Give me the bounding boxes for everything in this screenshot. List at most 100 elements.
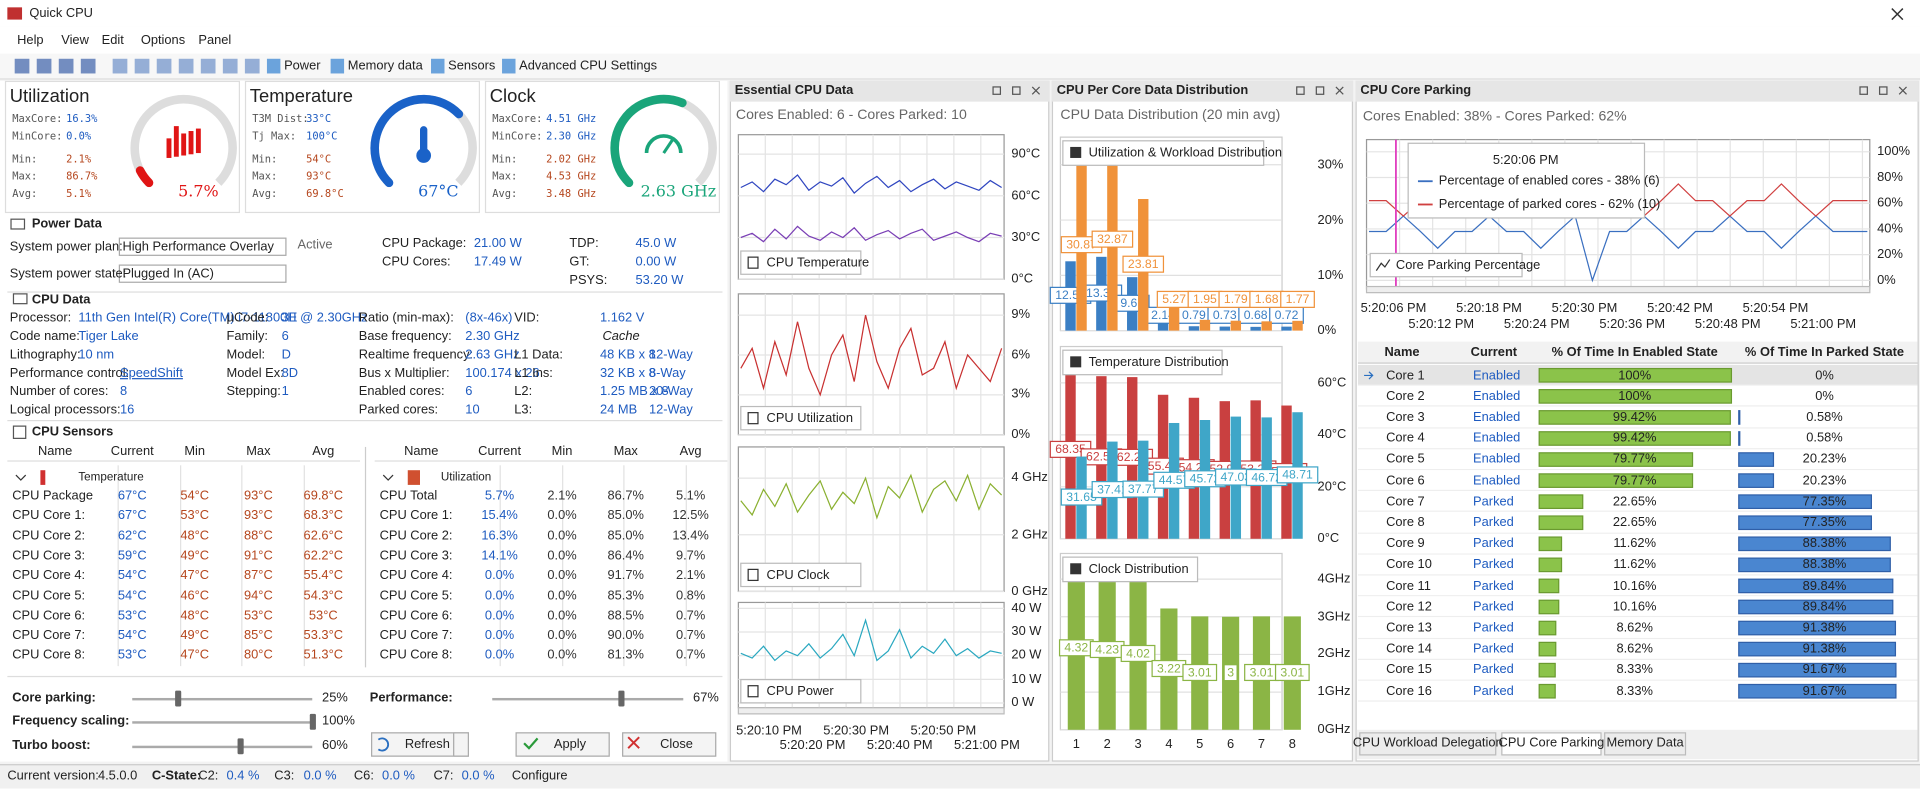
slider-thumb[interactable] (237, 738, 244, 755)
menu-item[interactable]: Panel (198, 32, 232, 48)
stat-value: 69.8°C (306, 188, 344, 201)
menu-item[interactable]: View (61, 32, 89, 48)
y-tick-label: 2GHz (1317, 646, 1351, 662)
slider-track (132, 697, 313, 701)
field-label: Model: (226, 347, 266, 363)
status-label: C3: (274, 768, 295, 784)
slider-thumb[interactable] (617, 690, 624, 707)
y-tick-label: 40°C (1317, 427, 1347, 442)
core-name: Core 12 (1386, 599, 1432, 615)
core-state: Parked (1473, 599, 1514, 615)
core-state: Parked (1473, 515, 1514, 530)
sensor-value: 62°C (117, 528, 147, 543)
value-label: 30.87 (1066, 238, 1097, 252)
value-label: 44.57 (1159, 473, 1190, 487)
combo-value[interactable]: High Performance Overlay (122, 239, 274, 255)
menu-item[interactable]: Options (140, 32, 186, 48)
toolbar-button[interactable]: Advanced CPU Settings (519, 58, 658, 74)
sensor-value: 67°C (117, 508, 147, 523)
menu-item[interactable]: Edit (101, 32, 124, 48)
slider-value: 60% (322, 738, 348, 753)
combo-box[interactable] (118, 237, 287, 256)
y-tick-label: 0°C (1011, 271, 1034, 287)
value-label: 8.62% (1616, 620, 1653, 636)
sensor-value: 53°C (117, 647, 147, 663)
value-label: 37.41 (1097, 482, 1128, 496)
slider-label: Frequency scaling: (12, 713, 130, 729)
field-value: 0.00 W (635, 254, 677, 270)
core-name: Core 10 (1386, 557, 1432, 573)
sensor-value: 5.7% (484, 488, 515, 503)
sensor-value: 0.0% (484, 627, 515, 643)
toolbar-button[interactable]: Sensors (448, 58, 496, 74)
slider-label: Performance: (369, 690, 453, 706)
sensor-value: 53°C (243, 608, 273, 623)
combo-box[interactable] (118, 264, 287, 283)
toolbar-button[interactable]: Power (284, 58, 321, 74)
bar (1738, 599, 1894, 615)
core-state: Enabled (1473, 409, 1521, 425)
dropdown-button[interactable] (453, 732, 469, 757)
x-tick-label: 5:20:36 PM (1599, 316, 1666, 332)
value-label-box (1276, 466, 1319, 484)
stat-label: Max: (252, 171, 278, 184)
tab[interactable] (1359, 732, 1497, 756)
bar (1738, 473, 1775, 488)
y-tick-label: 60°C (1317, 375, 1347, 390)
button[interactable] (371, 732, 469, 757)
value-label-box (1091, 230, 1134, 248)
chart-label: Clock Distribution (1088, 561, 1189, 577)
button[interactable] (622, 732, 717, 757)
panel-button (1878, 86, 1888, 95)
tab-label[interactable]: CPU Workload Delegation (1352, 735, 1503, 751)
chart-label-icon (747, 412, 759, 425)
value-label: 45.72 (1190, 472, 1221, 486)
slider-thumb[interactable] (174, 690, 181, 707)
tab[interactable] (1604, 732, 1687, 756)
y-tick-label: 10% (1317, 267, 1344, 283)
y-tick-label: 10 W (1011, 671, 1042, 687)
slider-thumb[interactable] (309, 713, 316, 730)
gauge-icon (662, 137, 675, 154)
sensor-value: 88°C (243, 528, 273, 543)
sensor-value: 59°C (117, 548, 147, 563)
stat-value: 33°C (306, 113, 332, 126)
column-header: Max (613, 444, 638, 459)
panel-button (1315, 86, 1325, 95)
bar (1157, 318, 1169, 331)
configure-menu[interactable]: Configure (511, 768, 568, 784)
sensor-value: 85.0% (607, 528, 644, 543)
chart-label-box (740, 405, 862, 431)
button-label[interactable]: Refresh (404, 736, 450, 752)
y-tick-label: 20°C (1317, 479, 1347, 494)
toolbar-button[interactable]: Memory data (347, 58, 423, 74)
tab[interactable] (1501, 732, 1602, 756)
field-value: 21.00 W (473, 236, 522, 251)
core-name: Core 9 (1386, 536, 1425, 551)
sensor-value: 0.8% (675, 588, 706, 603)
section-title: Power Data (31, 216, 102, 232)
field-value: 10 nm (78, 347, 115, 363)
field-value: 1.25 MB x 8 (600, 384, 669, 399)
toolbar-icon (156, 58, 172, 74)
value-label: 77.35% (1802, 494, 1847, 509)
button-label[interactable]: Apply (553, 736, 587, 752)
tab-label[interactable]: Memory Data (1606, 735, 1684, 751)
panel-summary: Cores Enabled: 38% - Cores Parked: 62% (1362, 109, 1627, 124)
sensor-value: 53°C (180, 508, 210, 523)
sensor-value: 49°C (180, 627, 210, 643)
tab-label[interactable]: CPU Core Parking (1498, 735, 1605, 751)
combo-value[interactable]: Plugged In (AC) (122, 266, 214, 282)
toolbar-icon (178, 58, 194, 74)
value-label: 4.23 (1095, 642, 1119, 656)
stat-label: Min: (252, 153, 278, 167)
core-state: Enabled (1473, 452, 1521, 467)
button-label[interactable]: Close (660, 736, 693, 752)
sensor-value: 0.7% (675, 627, 706, 643)
chart-label: CPU Clock (766, 567, 830, 583)
sensor-name: CPU Core 2: (379, 528, 453, 543)
toolbar-icon (134, 58, 150, 74)
menu-item[interactable]: Help (17, 32, 44, 48)
toolbar-icon (431, 58, 445, 74)
sensor-value: 81.3% (607, 647, 644, 663)
